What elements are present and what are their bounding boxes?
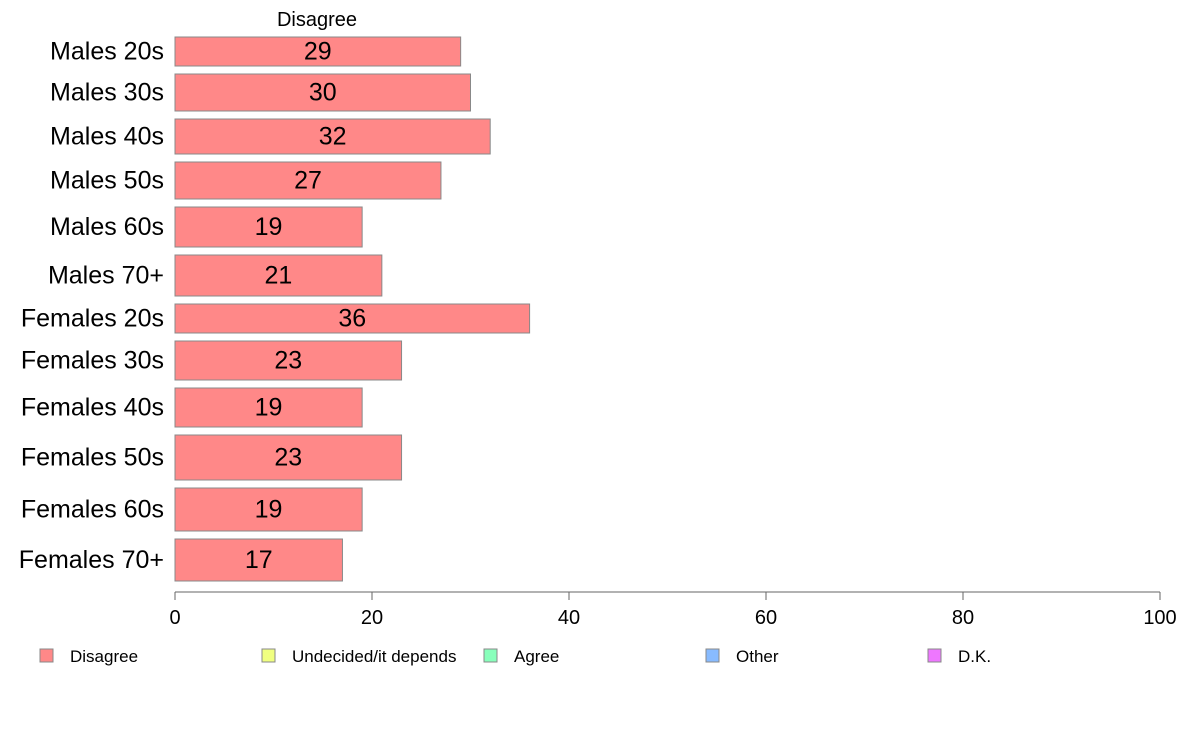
value-labels: 29 30 32 27 19 21 36 23 19 23 19 17 — [245, 38, 366, 575]
legend-label: Disagree — [70, 647, 138, 666]
bars-group — [174, 36, 531, 582]
series-title: Disagree — [277, 9, 357, 31]
value-label: 21 — [265, 262, 293, 290]
category-label: Males 40s — [50, 123, 164, 151]
legend-swatch — [927, 648, 942, 663]
category-label: Males 70+ — [48, 262, 164, 290]
category-labels: Males 20s Males 30s Males 40s Males 50s Male… — [19, 38, 164, 575]
value-label: 23 — [274, 444, 302, 472]
value-label: 23 — [274, 347, 302, 375]
category-label: Females 60s — [21, 496, 164, 524]
value-label: 19 — [255, 213, 283, 241]
value-label: 19 — [255, 394, 283, 422]
bar — [174, 387, 363, 428]
legend-label: Other — [736, 647, 779, 666]
bar — [174, 340, 403, 381]
bar — [174, 118, 491, 155]
category-label: Females 70+ — [19, 546, 164, 574]
category-label: Females 40s — [21, 394, 164, 422]
value-label: 30 — [309, 79, 337, 107]
category-label: Females 20s — [21, 305, 164, 333]
legend-label: Undecided/it depends — [292, 647, 456, 666]
category-label: Males 30s — [50, 79, 164, 107]
category-label: Females 30s — [21, 347, 164, 375]
category-label: Males 50s — [50, 167, 164, 195]
bar — [174, 538, 343, 582]
value-label: 27 — [294, 167, 322, 195]
legend-swatch — [483, 648, 498, 663]
value-label: 36 — [338, 305, 366, 333]
bar — [174, 303, 531, 334]
legend-swatch — [39, 648, 54, 663]
x-tick-label: 20 — [361, 607, 383, 629]
bar — [174, 254, 383, 297]
legend-label: Agree — [514, 647, 559, 666]
value-label: 32 — [319, 123, 347, 151]
x-tick-label: 0 — [169, 607, 180, 629]
value-label: 19 — [255, 496, 283, 524]
x-tick-label: 100 — [1143, 607, 1176, 629]
bar — [174, 73, 471, 112]
bar — [174, 206, 363, 248]
legend-swatch — [261, 648, 276, 663]
value-label: 29 — [304, 38, 332, 66]
legend-label: D.K. — [958, 647, 991, 666]
category-label: Females 50s — [21, 444, 164, 472]
x-tick-label: 60 — [755, 607, 777, 629]
value-label: 17 — [245, 546, 273, 574]
bar — [174, 161, 442, 200]
x-tick-label: 40 — [558, 607, 580, 629]
x-axis: 0 20 40 60 80 100 — [169, 591, 1177, 629]
bar — [174, 434, 403, 481]
category-label: Males 20s — [50, 38, 164, 66]
legend: Disagree Undecided/it depends Agree Other D.… — [39, 647, 991, 666]
x-tick-label: 80 — [952, 607, 974, 629]
bar — [174, 36, 462, 67]
category-label: Males 60s — [50, 213, 164, 241]
bar — [174, 487, 363, 532]
legend-swatch — [705, 648, 720, 663]
